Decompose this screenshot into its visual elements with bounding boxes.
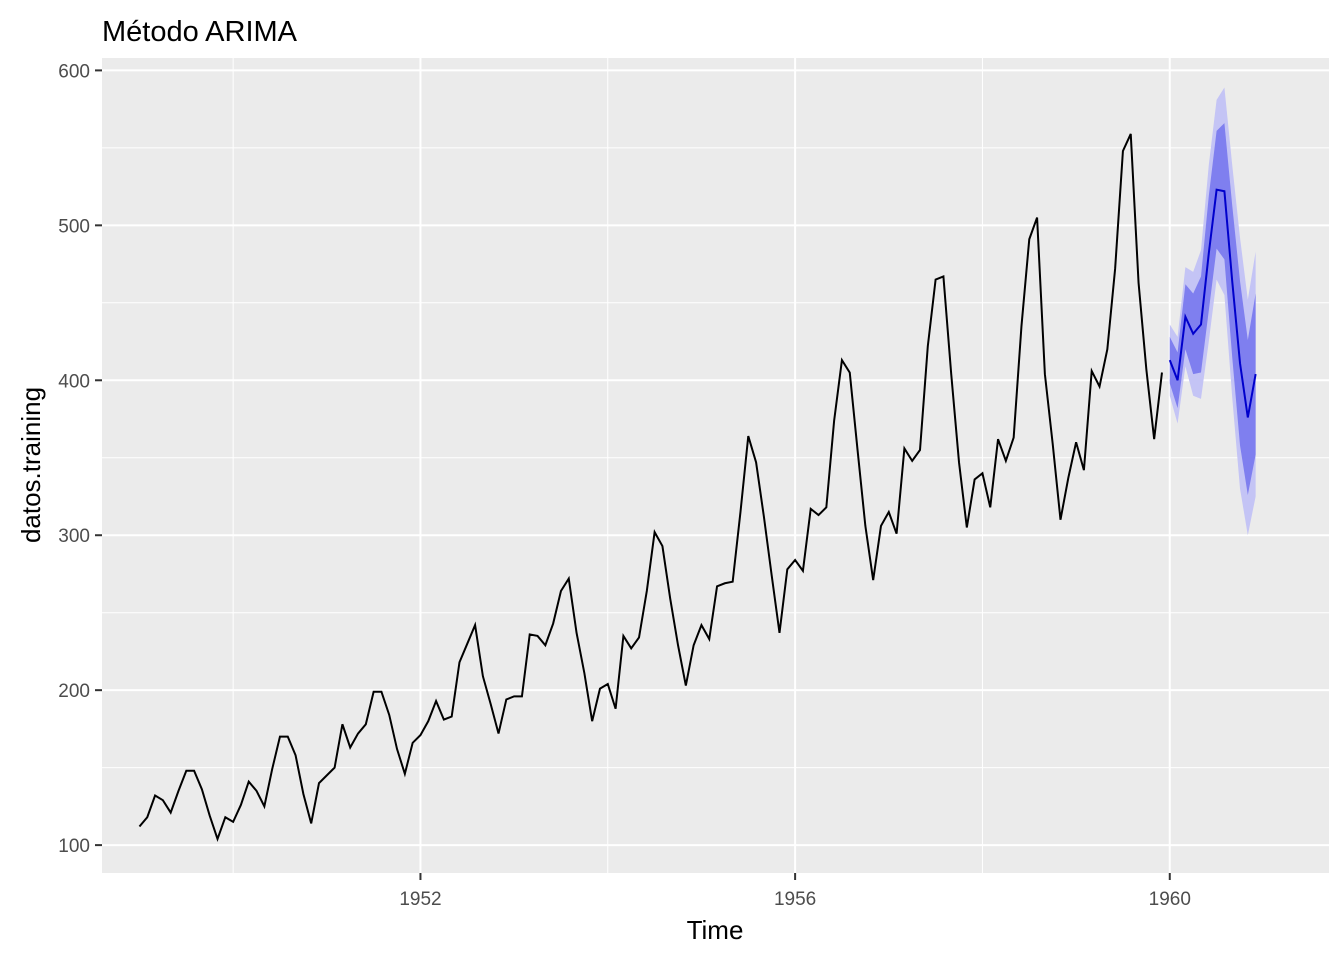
x-axis: 1952 1956 1960 <box>399 873 1191 910</box>
chart-title: Método ARIMA <box>102 16 298 48</box>
y-tick-label: 200 <box>58 681 90 702</box>
y-tick-label: 400 <box>58 371 90 392</box>
series-line-forecast <box>1168 188 1257 418</box>
y-tick-label: 300 <box>58 526 90 547</box>
series-line-training <box>138 133 1163 842</box>
grid-major <box>102 58 1329 873</box>
y-tick-label: 600 <box>58 61 90 82</box>
x-tick-label: 1960 <box>1149 889 1191 910</box>
forecast-band-95 <box>1169 87 1256 536</box>
x-tick-label: 1952 <box>399 889 441 910</box>
y-axis-title: datos.training <box>16 387 46 543</box>
y-tick-label: 100 <box>58 836 90 857</box>
x-tick-label: 1956 <box>774 889 816 910</box>
forecast-band-80 <box>1169 123 1256 495</box>
x-axis-title: Time <box>687 915 744 945</box>
y-axis: 100 200 300 400 500 600 <box>58 61 102 857</box>
plot-panel <box>102 58 1329 873</box>
y-tick-label: 500 <box>58 216 90 237</box>
grid-minor <box>102 58 1329 873</box>
